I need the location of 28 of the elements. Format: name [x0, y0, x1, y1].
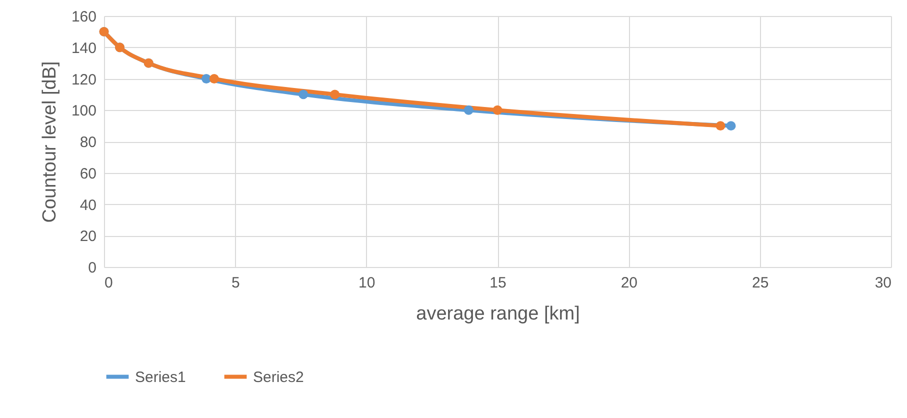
point [298, 90, 308, 100]
x-tick-label: 5 [231, 274, 240, 292]
legend-label: Series1 [135, 368, 186, 386]
point [202, 74, 212, 84]
point [464, 105, 474, 115]
y-tick-label: 60 [80, 165, 96, 182]
legend-label: Series2 [253, 368, 304, 386]
y-axis-title: Countour level [dB] [39, 61, 60, 223]
y-tick-label: 40 [80, 196, 96, 214]
y-tick-label: 140 [71, 40, 96, 57]
x-tick-label: 25 [752, 274, 769, 292]
x-tick-label: 15 [490, 274, 506, 292]
point [492, 105, 502, 115]
y-tick-label: 0 [88, 260, 96, 276]
y-tick-label: 80 [80, 134, 96, 151]
x-tick-label: 0 [104, 274, 113, 292]
x-tick-label: 10 [358, 274, 376, 292]
y-tick-label: 120 [71, 71, 96, 88]
point [209, 74, 219, 84]
x-tick-label: 20 [620, 274, 638, 292]
point [716, 121, 726, 131]
y-tick-label: 160 [71, 8, 96, 26]
y-tick-label: 100 [71, 102, 96, 120]
point [330, 90, 340, 100]
x-axis-title: average range [km] [416, 304, 580, 324]
y-tick-label: 20 [80, 228, 96, 246]
point [726, 121, 736, 131]
x-tick-label: 30 [874, 274, 892, 292]
